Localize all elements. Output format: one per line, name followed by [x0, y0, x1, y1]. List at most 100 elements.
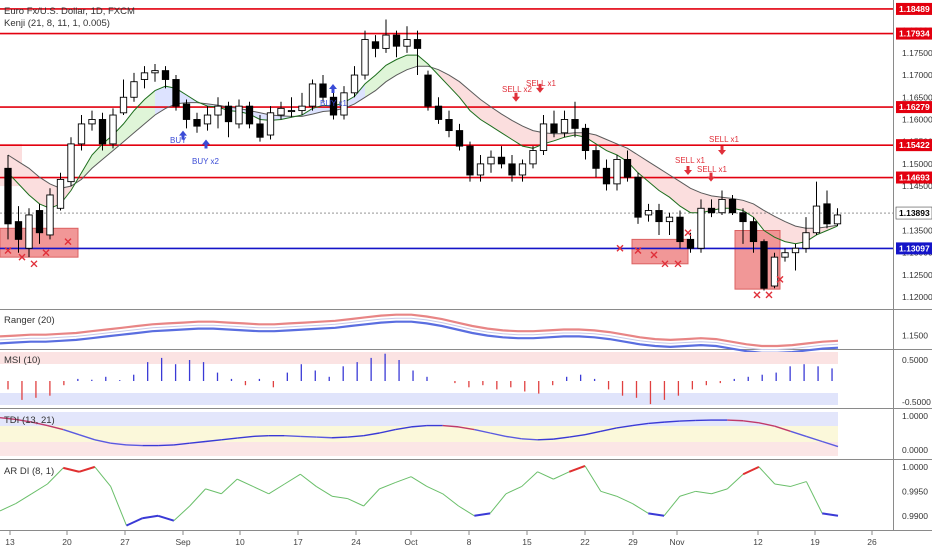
candle-body — [697, 207, 705, 249]
ardi-tick: 0.9900 — [902, 511, 928, 521]
candle-body — [802, 232, 810, 249]
tdi-line — [15, 418, 32, 423]
candle-body — [644, 210, 653, 216]
candle-body — [256, 123, 264, 138]
tdi-line — [743, 420, 760, 424]
cloud-segment — [522, 126, 533, 149]
candle-body — [25, 214, 33, 249]
cloud-segment — [680, 181, 691, 213]
ardi-line — [489, 493, 507, 514]
cross-marker — [650, 251, 658, 259]
cross-marker — [42, 249, 50, 257]
ardi-line — [553, 471, 570, 480]
candle-body — [193, 119, 201, 127]
candle-body — [812, 205, 821, 234]
price-tag — [896, 2, 932, 15]
price-tick-label: 1.12500 — [902, 270, 932, 280]
x-tick-label: 22 — [580, 537, 590, 547]
tdi-line — [173, 442, 190, 446]
candle-body — [445, 119, 453, 132]
cloud-segment — [785, 221, 796, 244]
ardi-line — [63, 466, 80, 473]
ardi-line — [663, 495, 681, 517]
ardi-line — [458, 505, 475, 517]
candle-body — [214, 105, 222, 116]
candle-body — [476, 163, 485, 176]
cloud-segment — [627, 148, 638, 173]
candle-body — [392, 34, 401, 47]
cross-marker — [30, 260, 38, 268]
sell-label-2: SELL x1 — [526, 79, 556, 88]
candle-body — [791, 247, 800, 254]
tdi-line — [806, 435, 823, 443]
tdi-line — [332, 436, 348, 439]
cloud-segment — [659, 168, 670, 198]
ardi-line — [142, 514, 159, 520]
cloud-segment — [81, 155, 92, 180]
price-tick-label: 1.17500 — [902, 48, 932, 58]
candle-body — [140, 72, 149, 80]
time-axis[interactable]: 13 20 27 Sep 10 17 24 Oct 8 15 22 29 Nov 12 19 26 — [5, 531, 877, 547]
tdi-line — [78, 434, 96, 441]
candle-body — [235, 105, 243, 125]
candle-body — [371, 41, 380, 49]
cross-marker — [765, 291, 773, 299]
cloud-segment — [396, 55, 407, 76]
tdi-line — [110, 442, 127, 446]
candle-body — [119, 96, 128, 114]
ardi-line — [189, 488, 206, 507]
cloud-segment — [491, 107, 502, 133]
x-tick-label: Oct — [404, 537, 418, 547]
tdi-mid-zone — [0, 426, 838, 442]
cloud-segment — [92, 143, 103, 169]
candle-body — [466, 145, 474, 176]
price-tag — [895, 206, 932, 220]
tdi-line — [474, 428, 491, 434]
candle-body — [487, 156, 495, 165]
msi-lower-zone — [0, 393, 838, 405]
ardi-line — [790, 481, 807, 487]
candle-body — [319, 83, 327, 98]
x-tick-label: Sep — [175, 537, 190, 547]
tdi-line — [205, 439, 222, 443]
ardi-line — [315, 486, 333, 497]
sell-arrow — [512, 92, 520, 102]
ardi-tick: 0.9950 — [902, 486, 928, 496]
candle-body — [770, 256, 779, 287]
ardi-line — [742, 465, 760, 476]
x-tick-label: 8 — [467, 537, 472, 547]
tdi-line — [600, 427, 617, 432]
candle-body — [560, 119, 569, 134]
tdi-line — [458, 426, 475, 431]
tdi-line — [63, 428, 80, 436]
price-tick-label: 1.14500 — [902, 181, 932, 191]
cross-marker — [661, 260, 669, 268]
tdi-line — [347, 435, 364, 438]
candles[interactable] — [4, 19, 842, 291]
candle-body — [109, 114, 117, 145]
tdi-line — [0, 417, 16, 421]
cloud-segment — [753, 203, 764, 231]
ardi-line — [600, 490, 617, 497]
x-tick-label: 26 — [867, 537, 877, 547]
tdi-line — [569, 434, 586, 438]
candle-body — [151, 70, 159, 74]
cloud-segment — [617, 143, 628, 162]
tdi-line — [300, 435, 317, 438]
ardi-line — [78, 465, 96, 473]
buy-arrow — [202, 139, 210, 149]
ardi-line — [205, 488, 222, 495]
candle-body — [581, 127, 590, 152]
tdi-pane: 1.0000 0.0000 — [0, 411, 928, 456]
candle-body — [518, 163, 527, 176]
price-tag-label: 1.13893 — [899, 208, 930, 218]
ardi-line — [15, 493, 32, 504]
ardi-line — [822, 512, 839, 517]
ardi-line — [474, 512, 491, 517]
price-tag-label: 1.15422 — [899, 140, 930, 150]
sell-label-3: SELL x1 — [675, 156, 705, 165]
tdi-line — [126, 444, 143, 447]
ardi-line — [442, 493, 459, 507]
tdi-line — [31, 421, 48, 427]
